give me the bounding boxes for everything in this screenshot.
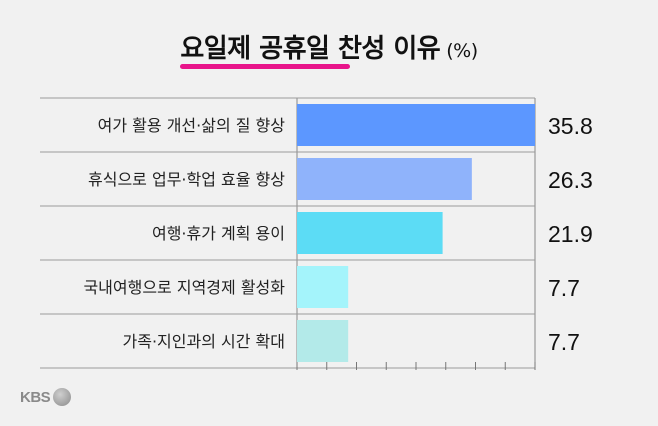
bar bbox=[297, 158, 472, 200]
value-label: 7.7 bbox=[548, 329, 580, 355]
value-label: 35.8 bbox=[548, 113, 593, 139]
value-label: 7.7 bbox=[548, 275, 580, 301]
bar bbox=[297, 104, 535, 146]
chart-title-wrap: 요일제 공휴일 찬성 이유 (%) bbox=[0, 28, 658, 69]
bar bbox=[297, 212, 443, 254]
value-label: 21.9 bbox=[548, 221, 593, 247]
logo-text: KBS bbox=[20, 388, 51, 406]
logo-disc-icon bbox=[53, 388, 72, 406]
value-label: 26.3 bbox=[548, 167, 593, 193]
title-underline bbox=[180, 64, 351, 69]
kbs-logo: KBS bbox=[20, 388, 72, 406]
bar bbox=[297, 320, 349, 362]
bar bbox=[297, 266, 349, 308]
chart-title-unit: (%) bbox=[446, 40, 478, 62]
category-label: 여행·휴가 계획 용이 bbox=[152, 224, 285, 243]
category-label: 여가 활용 개선·삶의 질 향상 bbox=[98, 116, 286, 135]
category-label: 휴식으로 업무·학업 효율 향상 bbox=[88, 170, 285, 189]
category-label: 국내여행으로 지역경제 활성화 bbox=[83, 278, 285, 297]
chart-title: 요일제 공휴일 찬성 이유 (%) bbox=[180, 28, 478, 69]
chart-title-text: 요일제 공휴일 찬성 이유 bbox=[180, 34, 441, 64]
category-label: 가족·지인과의 시간 확대 bbox=[123, 332, 285, 351]
